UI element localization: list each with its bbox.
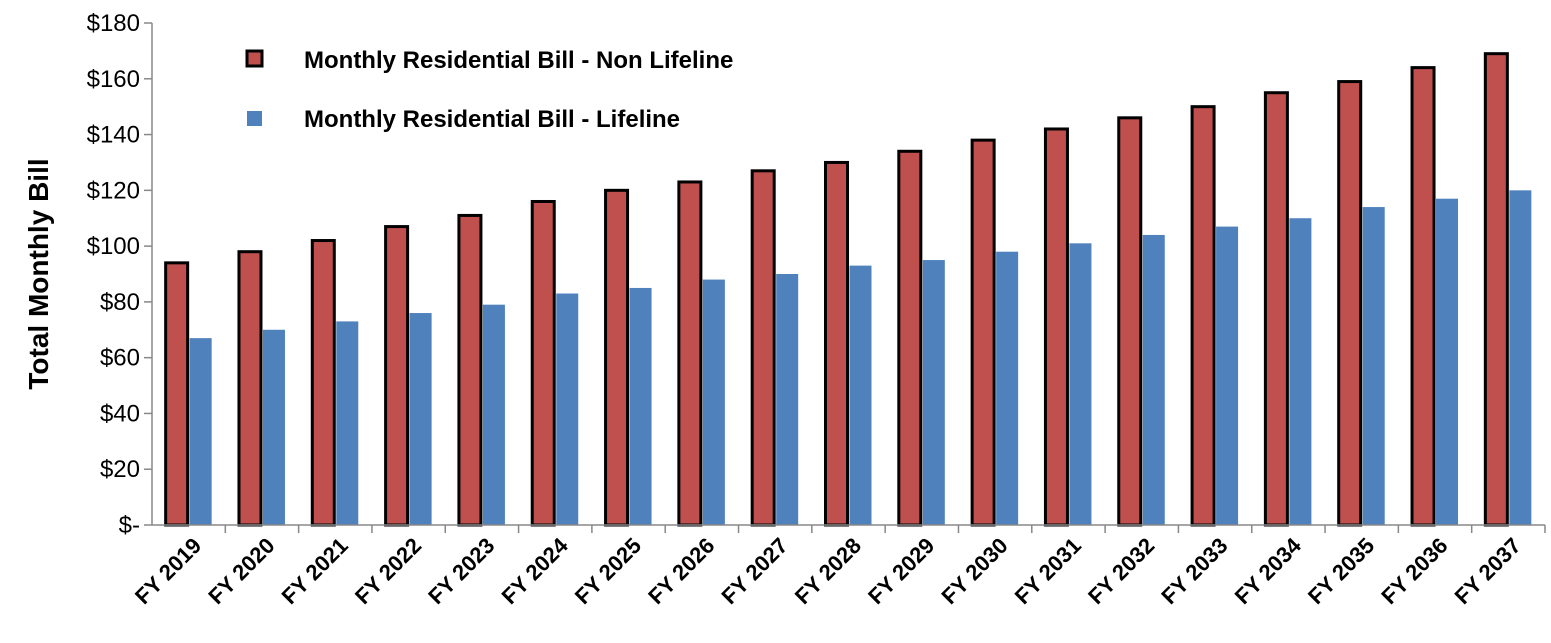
x-category-label: FY 2021	[277, 533, 353, 609]
bar-lifeline	[409, 313, 432, 525]
bar-lifeline	[1289, 218, 1312, 525]
x-category-label: FY 2020	[203, 533, 279, 609]
y-axis-ticks: $- $20 $40 $60 $80 $100 $120 $140 $160 $180	[87, 10, 152, 539]
bar-non-lifeline	[970, 138, 996, 527]
bar-non-lifeline	[1483, 52, 1509, 527]
legend-label-lifeline: Monthly Residential Bill - Lifeline	[304, 106, 680, 133]
legend: Monthly Residential Bill - Non Lifeline …	[245, 47, 733, 133]
x-category-label: FY 2022	[350, 533, 426, 609]
x-category-label: FY 2023	[423, 533, 499, 609]
bar-non-lifeline	[1117, 116, 1143, 527]
bar-non-lifeline	[897, 149, 923, 527]
bar-lifeline	[1362, 207, 1385, 526]
bar-lifeline	[996, 251, 1019, 525]
bar-lifeline	[556, 293, 579, 525]
x-category-label: FY 2025	[570, 533, 646, 609]
x-category-label: FY 2037	[1450, 533, 1526, 609]
bar-non-lifeline	[1043, 127, 1069, 527]
legend-swatch-lifeline	[247, 111, 262, 126]
bar-lifeline	[189, 338, 212, 525]
bar-lifeline	[1436, 198, 1459, 525]
axes	[151, 23, 1545, 526]
y-tick-label: $120	[87, 177, 140, 204]
bar-non-lifeline	[750, 169, 776, 527]
x-category-label: FY 2036	[1376, 533, 1452, 609]
y-tick-label: $160	[87, 66, 140, 93]
bar-lifeline	[702, 279, 725, 525]
legend-label-non-lifeline: Monthly Residential Bill - Non Lifeline	[304, 47, 733, 74]
x-category-label: FY 2033	[1156, 533, 1232, 609]
bar-non-lifeline	[384, 225, 410, 527]
x-category-label: FY 2032	[1083, 533, 1159, 609]
x-category-label: FY 2029	[863, 533, 939, 609]
bar-lifeline	[482, 304, 505, 525]
bar-non-lifeline	[677, 180, 703, 527]
x-category-label: FY 2028	[790, 533, 866, 609]
y-tick-label: $140	[87, 122, 140, 149]
bar-lifeline	[629, 287, 652, 525]
x-category-label: FY 2031	[1010, 533, 1086, 609]
y-tick-label: $-	[119, 512, 140, 539]
bar-lifeline	[1509, 190, 1532, 526]
y-axis-title: Total Monthly Bill	[23, 158, 54, 389]
x-category-label: FY 2024	[497, 532, 574, 609]
bar-lifeline	[776, 274, 799, 525]
y-tick-label: $40	[100, 400, 140, 427]
y-tick-label: $20	[100, 456, 140, 483]
x-category-label: FY 2026	[643, 533, 719, 609]
bar-non-lifeline	[1263, 91, 1289, 527]
y-tick-label: $80	[100, 289, 140, 316]
y-axis-title-group: Total Monthly Bill	[23, 158, 54, 389]
x-category-label: FY 2027	[717, 533, 793, 609]
x-category-label: FY 2035	[1303, 533, 1379, 609]
bar-non-lifeline	[1410, 66, 1436, 527]
bar-non-lifeline	[310, 239, 336, 527]
x-category-label: FY 2030	[936, 533, 1012, 609]
x-category-label: FY 2019	[130, 533, 206, 609]
bar-non-lifeline	[604, 188, 630, 527]
bar-non-lifeline	[164, 261, 190, 527]
y-tick-label: $180	[87, 10, 140, 37]
bar-lifeline	[336, 321, 359, 525]
bar-non-lifeline	[530, 199, 556, 527]
bar-lifeline	[1142, 234, 1165, 525]
x-category-label: FY 2034	[1230, 532, 1307, 609]
y-tick-label: $60	[100, 345, 140, 372]
legend-swatch-non-lifeline	[245, 49, 264, 68]
bar-non-lifeline	[824, 160, 849, 527]
bars	[164, 52, 1532, 527]
bar-lifeline	[849, 265, 872, 525]
bar-non-lifeline	[1190, 105, 1216, 527]
bar-lifeline	[1069, 243, 1092, 526]
bar-lifeline	[262, 329, 285, 525]
bar-lifeline	[1216, 226, 1239, 526]
bar-non-lifeline	[237, 250, 263, 527]
bar-non-lifeline	[1337, 80, 1363, 527]
bar-non-lifeline	[457, 213, 483, 527]
bar-lifeline	[922, 260, 945, 525]
y-tick-label: $100	[87, 233, 140, 260]
